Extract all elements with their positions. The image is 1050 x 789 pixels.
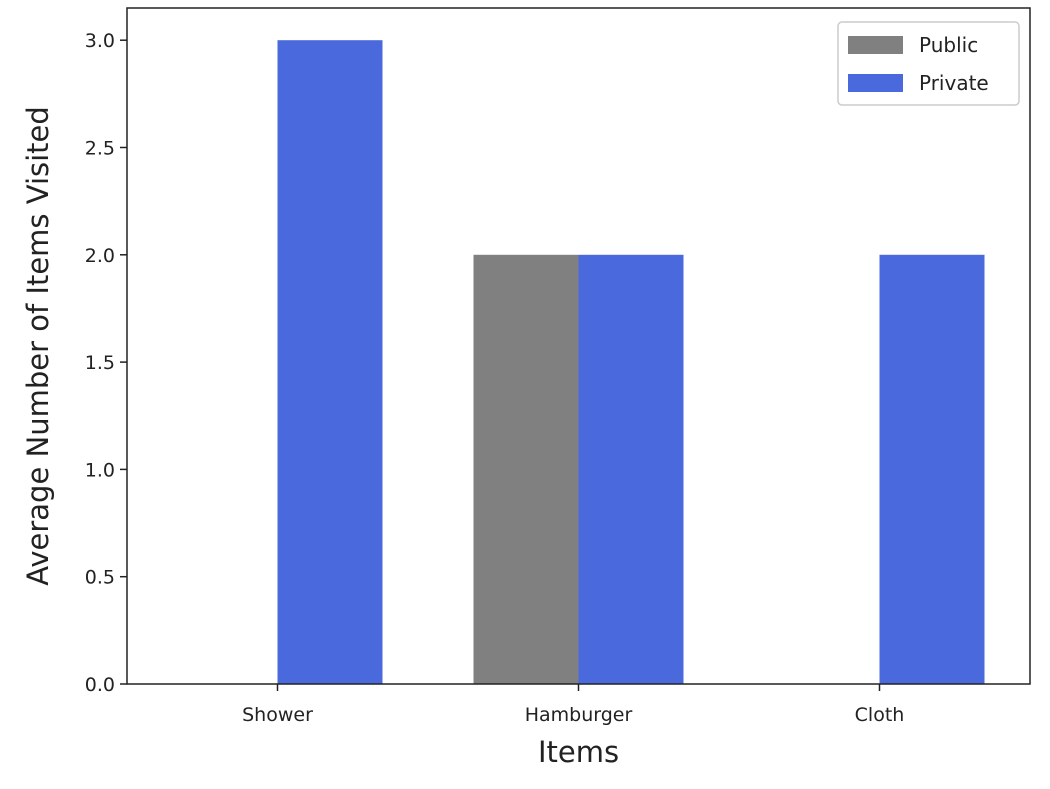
bar-private-hamburger [578,254,684,685]
y-axis-label: Average Number of Items Visited [21,106,55,586]
legend: Public Private [837,21,1020,106]
y-tick-label: 1.5 [85,352,115,374]
x-tick-label-hamburger: Hamburger [525,704,633,726]
y-tick-label: 2.0 [85,245,115,267]
legend-swatch-public [848,36,903,54]
legend-label-public: Public [919,33,978,57]
legend-label-private: Private [919,71,989,95]
x-tick-label-shower: Shower [242,704,313,726]
y-tick-label: 2.5 [85,137,115,159]
x-tick-label-cloth: Cloth [855,704,905,726]
y-tick-label: 3.0 [85,30,115,52]
y-tick-label: 1.0 [85,459,115,481]
x-axis: Shower Hamburger Cloth [242,684,904,726]
bars-group [277,40,985,685]
bar-private-shower [277,40,383,684]
y-tick-label: 0.5 [85,567,115,589]
legend-swatch-private [848,74,903,92]
x-axis-label: Items [538,735,619,769]
bar-private-cloth [879,254,985,685]
y-axis: 0.0 0.5 1.0 1.5 2.0 2.5 3.0 [85,30,127,696]
y-tick-label: 0.0 [85,674,115,696]
bar-public-hamburger [473,254,579,685]
